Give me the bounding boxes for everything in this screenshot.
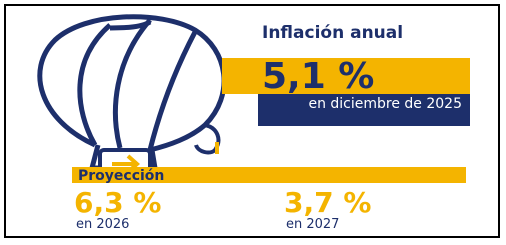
projection-value: 3,7 % <box>284 186 371 219</box>
current-value: 5,1 % <box>262 56 374 97</box>
projection-value: 6,3 % <box>74 186 161 219</box>
projection-period: en 2026 <box>76 217 129 232</box>
projection-period: en 2027 <box>286 217 339 232</box>
infographic: Inflación anual 5,1 % en diciembre de 20… <box>0 0 506 245</box>
page: Inflación anual 5,1 % en diciembre de 20… <box>0 0 506 245</box>
title: Inflación anual <box>262 23 403 43</box>
projection-title: Proyección <box>78 168 164 184</box>
current-period: en diciembre de 2025 <box>308 96 462 112</box>
rope-end <box>215 142 219 154</box>
